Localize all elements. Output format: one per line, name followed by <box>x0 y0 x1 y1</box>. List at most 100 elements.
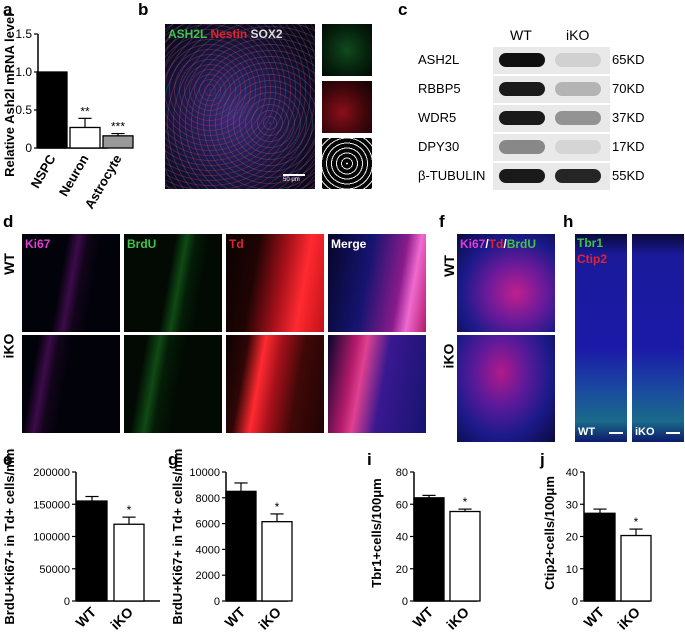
wb-row-label: β-TUBULIN <box>418 168 486 183</box>
x-tick-label: WT <box>409 603 436 630</box>
wb-row-label: ASH2L <box>418 52 460 67</box>
wb-band-iko <box>555 53 601 67</box>
h-label-iko: iKO <box>635 426 655 438</box>
wb-kd-label: 17KD <box>612 139 645 154</box>
micrograph-d-ki67-wt: Ki67 <box>22 234 120 332</box>
micrograph-b-sox2 <box>322 138 372 189</box>
y-tick-label: 100000 <box>33 532 70 544</box>
b-label-nestin: Nestin <box>210 27 248 41</box>
panel-label-f: f <box>439 212 445 231</box>
x-tick-label: iKO <box>614 604 643 633</box>
wb-lane-strip <box>493 163 610 190</box>
panel-label-g: g <box>168 450 179 469</box>
micrograph-d-td-wt: Td <box>226 234 324 332</box>
y-tick-label: 30 <box>566 499 578 511</box>
wb-band-wt <box>499 111 545 125</box>
wb-row-label: WDR5 <box>418 110 457 125</box>
micrograph-b-ash2l <box>322 24 372 76</box>
wb-band-iko <box>555 82 601 96</box>
y-tick-label: 10 <box>566 564 578 576</box>
significance-label: * <box>275 500 280 514</box>
micrograph-d-brdu-iko <box>124 335 222 433</box>
x-tick-label: WT <box>580 603 607 630</box>
micrograph-b-nestin <box>322 81 372 133</box>
scale-bar-label: 50 μm <box>283 177 300 183</box>
wb-lane-strip <box>493 134 610 161</box>
bar <box>620 534 652 602</box>
micrograph-h-iko: iKO <box>632 234 684 442</box>
y-tick-label: 8000 <box>196 493 220 505</box>
d-row-wt: WT <box>0 253 17 275</box>
y-tick-label: 0 <box>64 596 70 608</box>
panel-label-h: h <box>563 212 574 231</box>
y-tick-label: 6000 <box>196 519 220 531</box>
wb-row-label: RBBP5 <box>418 81 461 96</box>
panel-label-b: b <box>138 0 149 19</box>
wb-kd-label: 55KD <box>612 168 645 183</box>
wb-band-wt <box>499 53 545 67</box>
chart-j: 0 10 20 30 40 WT * iKO Ctip2+cells/100μm <box>542 467 652 633</box>
bar <box>584 512 616 602</box>
y-tick-label: 80 <box>396 467 408 479</box>
micrograph-d-merge-wt: Merge <box>328 234 426 332</box>
panel-label-i: i <box>367 450 372 469</box>
x-tick-label: WT <box>221 603 248 630</box>
significance-label: ** <box>80 104 90 118</box>
panel-label-a: a <box>3 0 13 19</box>
y-axis-label: Ctip2+cells/100μm <box>542 476 557 590</box>
bar <box>102 135 134 149</box>
micrograph-f-wt: Ki67/Td/BrdU <box>457 234 555 332</box>
wb-band-wt <box>499 140 545 154</box>
bar <box>76 500 108 602</box>
micrograph-d-td-iko <box>226 335 324 433</box>
y-tick-label: 200000 <box>33 467 70 479</box>
significance-label: * <box>463 495 468 509</box>
wb-lane-strip <box>493 76 610 103</box>
micrograph-d-brdu-wt: BrdU <box>124 234 222 332</box>
y-tick-label: 0 <box>25 141 32 155</box>
panel-label-d: d <box>3 212 14 231</box>
x-tick-label: iKO <box>107 604 136 633</box>
bar <box>449 510 481 602</box>
wb-lane-iko: iKO <box>566 27 590 43</box>
micrograph-f-iko <box>457 335 555 442</box>
significance-label: * <box>634 515 639 529</box>
y-tick-label: 150000 <box>33 499 70 511</box>
wb-kd-label: 65KD <box>612 52 645 67</box>
chart-a: 00.51.01.5NSPC**Neuron***AstrocyteRelati… <box>2 13 134 211</box>
h-label-tbr1: Tbr1 <box>577 236 604 250</box>
y-axis-label: BrdU+Ki67+ in Td+ cells/mm3 <box>170 448 185 625</box>
wb-band-wt <box>499 169 545 183</box>
wb-lane-wt: WT <box>510 27 532 43</box>
wb-lane-strip <box>493 47 610 74</box>
panel-label-c: c <box>398 0 408 19</box>
x-tick-label: WT <box>72 603 99 630</box>
y-tick-label: 2000 <box>196 570 220 582</box>
y-tick-label: 0 <box>214 596 220 608</box>
h-label-wt: WT <box>578 426 596 438</box>
significance-label: * <box>127 503 132 517</box>
y-tick-label: 10000 <box>189 467 220 479</box>
panel-label-j: j <box>540 450 545 469</box>
y-tick-label: 0.5 <box>15 103 32 117</box>
y-axis-label: BrdU+Ki67+ in Td+ cells/mm3 <box>2 448 17 625</box>
y-axis-label: Relative Ash2l mRNA level <box>2 13 17 177</box>
wb-band-iko <box>555 111 601 125</box>
chart-g: 0 2000 4000 6000 8000 10000 WT * iKO BrdU+Ki67+ i… <box>170 448 293 633</box>
micrograph-d-merge-iko <box>328 335 426 433</box>
significance-label: *** <box>111 120 125 134</box>
micrograph-d-ki67-iko <box>22 335 120 433</box>
micrograph-b-merge: ASH2L Nestin SOX2 50 μm <box>165 24 315 189</box>
d-row-iko: iKO <box>0 333 17 359</box>
wb-band-iko <box>555 169 601 183</box>
chart-i: 0 20 40 60 80 WT * iKO Tbr1+cells/100μm <box>369 467 481 633</box>
y-tick-label: 50000 <box>39 564 70 576</box>
bar <box>113 523 145 602</box>
wb-band-wt <box>499 82 545 96</box>
y-tick-label: 1.5 <box>15 27 32 41</box>
y-tick-label: 0 <box>402 596 408 608</box>
y-tick-label: 4000 <box>196 544 220 556</box>
bar <box>261 521 293 602</box>
wb-row-label: DPY30 <box>418 139 460 154</box>
x-tick-label: Neuron <box>56 152 92 199</box>
